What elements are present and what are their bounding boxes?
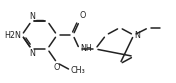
Text: H2N: H2N xyxy=(5,31,21,40)
Text: N: N xyxy=(29,49,35,59)
Text: N: N xyxy=(134,31,140,40)
Text: N: N xyxy=(29,12,35,21)
Text: O: O xyxy=(80,11,86,20)
Text: CH₃: CH₃ xyxy=(71,66,86,75)
Text: O: O xyxy=(54,63,60,72)
Text: NH: NH xyxy=(80,44,92,53)
